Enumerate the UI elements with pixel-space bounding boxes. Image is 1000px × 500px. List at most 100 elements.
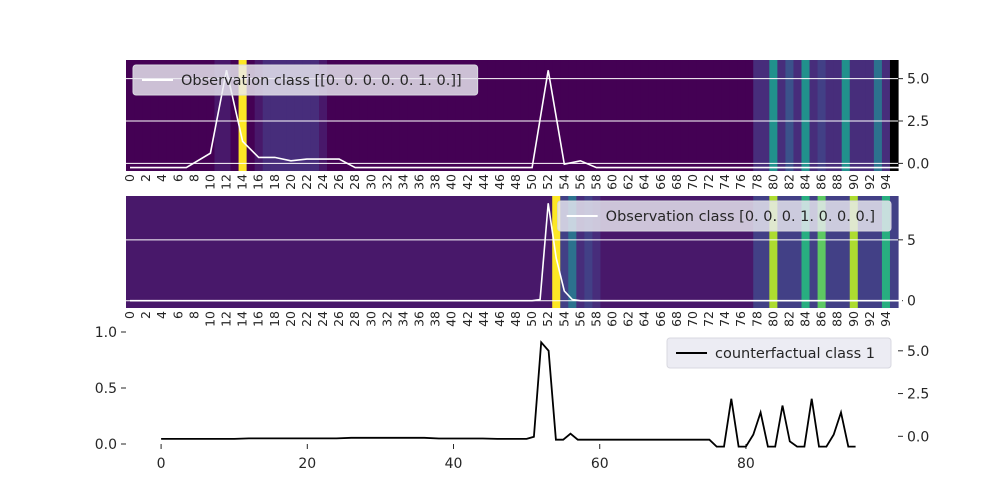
x-tick-label: 32 (379, 311, 394, 327)
heatmap-cell (520, 196, 529, 308)
heatmap-cell (230, 60, 240, 171)
heatmap-cell (463, 60, 473, 171)
heatmap-cell (769, 196, 778, 308)
right-y-tick-label: 0.0 (907, 429, 929, 445)
x-tick-label: 12 (219, 174, 234, 190)
x-tick-label: 76 (733, 174, 748, 190)
x-tick-label: 42 (460, 311, 475, 327)
heatmap-cell (294, 60, 304, 171)
heatmap-cell (656, 196, 666, 308)
x-tick-label: 82 (781, 174, 796, 190)
x-tick-label: 80 (765, 311, 780, 327)
heatmap-cell (174, 60, 183, 171)
heatmap-cell (206, 196, 216, 308)
y-tick-label: 5 (907, 233, 916, 249)
x-tick-label: 80 (737, 456, 755, 472)
x-tick-label: 40 (444, 311, 459, 327)
x-tick-label: 74 (717, 311, 732, 327)
x-tick-label: 54 (556, 311, 571, 327)
x-tick-label: 84 (798, 174, 813, 190)
x-tick-label: 90 (846, 311, 861, 327)
heatmap-cell (222, 196, 232, 308)
heatmap-cell (761, 196, 770, 308)
x-tick-label: 12 (219, 311, 234, 327)
legend-label: counterfactual class 1 (715, 346, 875, 362)
x-tick-label: 60 (605, 311, 620, 327)
x-tick-label: 70 (685, 174, 700, 190)
x-tick-label: 84 (798, 311, 813, 327)
heatmap-cell (439, 196, 449, 308)
x-tick-label: 66 (653, 174, 668, 190)
heatmap-cell (528, 196, 537, 308)
x-tick-label: 64 (637, 174, 652, 190)
heatmap-cell (335, 196, 344, 308)
heatmap-cell (383, 60, 392, 171)
heatmap-cell (254, 60, 264, 171)
heatmap-cell (182, 60, 191, 171)
heatmap-cell (423, 196, 433, 308)
heatmap-cell (415, 196, 425, 308)
x-tick-label: 94 (878, 311, 893, 327)
x-tick-label: 4 (154, 311, 169, 319)
x-tick-label: 22 (299, 311, 314, 327)
x-tick-label: 0 (157, 456, 166, 472)
heatmap-cell (729, 196, 738, 308)
heatmap-cell (825, 60, 835, 171)
heatmap-cell (520, 60, 529, 171)
heatmap-cell (391, 60, 401, 171)
heatmap-cell (479, 196, 489, 308)
heatmap-cell (190, 196, 199, 308)
x-tick-label: 46 (492, 174, 507, 190)
heatmap-cell (817, 196, 827, 308)
heatmap-cell (302, 196, 312, 308)
x-tick-label: 54 (556, 174, 571, 190)
heatmap-cell (335, 60, 344, 171)
x-tick-label: 2 (138, 311, 153, 319)
heatmap-cell (254, 196, 264, 308)
heatmap-cell (222, 60, 232, 171)
x-tick-label: 0 (122, 311, 137, 319)
heatmap-cell (624, 196, 634, 308)
heatmap-cell (648, 196, 658, 308)
x-tick-label: 40 (444, 174, 459, 190)
heatmap-cell (680, 196, 690, 308)
heatmap-cell (455, 60, 465, 171)
heatmap-cell (447, 196, 457, 308)
heatmap-cell (889, 60, 899, 171)
heatmap-cell (126, 196, 135, 308)
heatmap-cell (142, 196, 151, 308)
heatmap-cell (391, 196, 401, 308)
x-tick-label: 72 (701, 311, 716, 327)
series-line (161, 340, 856, 448)
heatmap-cell (238, 196, 248, 308)
heatmap-cell (182, 196, 191, 308)
heatmap-cell (351, 196, 360, 308)
x-tick-label: 24 (315, 311, 330, 327)
heatmap-cell (142, 60, 151, 171)
heatmap-cell (431, 196, 441, 308)
heatmap-cell (624, 60, 634, 171)
y-tick-label: 0.0 (907, 156, 929, 172)
x-tick-label: 6 (170, 311, 185, 319)
legend: Observation class [[0. 0. 0. 0. 0. 1. 0.… (132, 64, 479, 96)
heatmap-cell (246, 196, 256, 308)
x-tick-label: 20 (283, 311, 298, 327)
x-tick-label: 72 (701, 174, 716, 190)
heatmap-cell (705, 60, 714, 171)
heatmap-cell (873, 196, 883, 308)
heatmap-cell (705, 196, 714, 308)
panel-observation-2: 050 2 4 6 8 10 12 14 16 18 20 22 24 26 28 30 32 34 36 38 40 4… (122, 196, 916, 327)
x-tick-label: 62 (621, 174, 636, 190)
heatmap-cell (857, 196, 867, 308)
heatmap-cell (367, 196, 376, 308)
heatmap-cell (319, 60, 328, 171)
heatmap-cell (134, 196, 143, 308)
x-tick-label: 44 (476, 174, 491, 190)
heatmap-cell (745, 196, 754, 308)
heatmap-cell (407, 60, 417, 171)
x-tick-label: 62 (621, 311, 636, 327)
x-tick-label: 68 (669, 311, 684, 327)
heatmap-cell (158, 196, 167, 308)
heatmap-cell (198, 196, 208, 308)
